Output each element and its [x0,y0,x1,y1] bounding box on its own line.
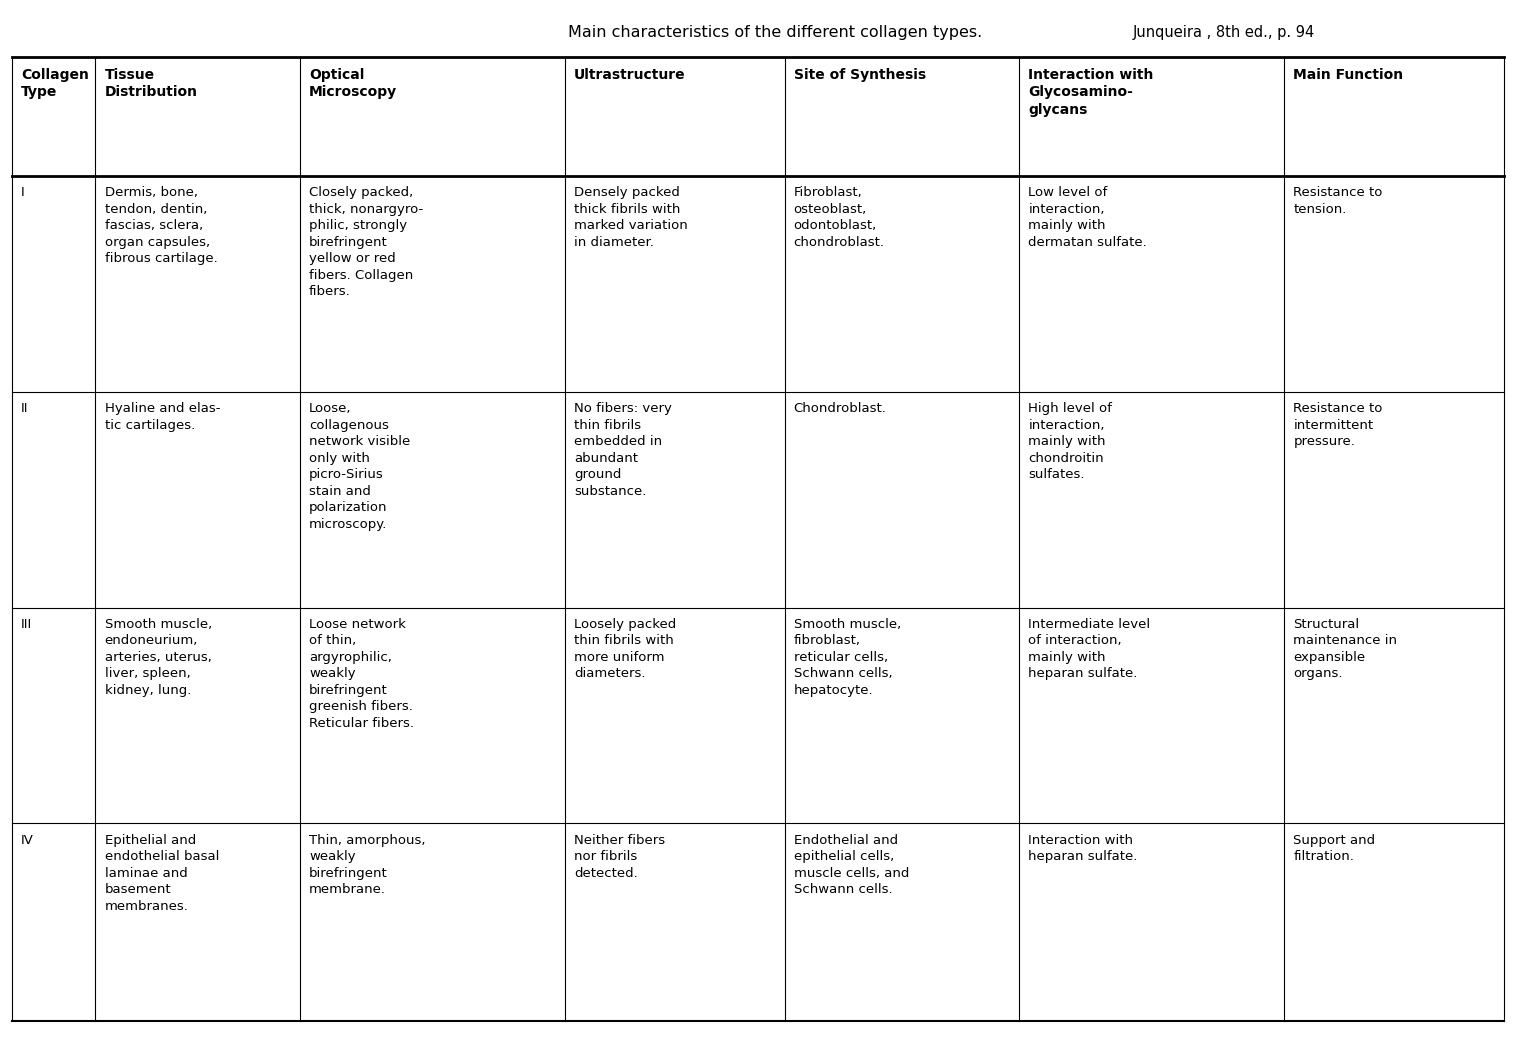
Text: Interaction with
heparan sulfate.: Interaction with heparan sulfate. [1028,834,1137,863]
Text: Chondroblast.: Chondroblast. [793,402,887,415]
Text: Structural
maintenance in
expansible
organs.: Structural maintenance in expansible org… [1293,618,1398,680]
Text: Site of Synthesis: Site of Synthesis [793,68,926,81]
Text: Intermediate level
of interaction,
mainly with
heparan sulfate.: Intermediate level of interaction, mainl… [1028,618,1151,680]
Text: Low level of
interaction,
mainly with
dermatan sulfate.: Low level of interaction, mainly with de… [1028,186,1148,249]
Text: Densely packed
thick fibrils with
marked variation
in diameter.: Densely packed thick fibrils with marked… [575,186,688,249]
Text: Junqueira , 8th ed., p. 94: Junqueira , 8th ed., p. 94 [1132,25,1314,40]
Text: Hyaline and elas-
tic cartilages.: Hyaline and elas- tic cartilages. [105,402,220,432]
Text: Main Function: Main Function [1293,68,1404,81]
Text: High level of
interaction,
mainly with
chondroitin
sulfates.: High level of interaction, mainly with c… [1028,402,1113,482]
Text: III: III [21,618,32,631]
Text: Smooth muscle,
endoneurium,
arteries, uterus,
liver, spleen,
kidney, lung.: Smooth muscle, endoneurium, arteries, ut… [105,618,212,697]
Text: Loosely packed
thin fibrils with
more uniform
diameters.: Loosely packed thin fibrils with more un… [575,618,676,680]
Text: Dermis, bone,
tendon, dentin,
fascias, sclera,
organ capsules,
fibrous cartilage: Dermis, bone, tendon, dentin, fascias, s… [105,186,217,265]
Text: Endothelial and
epithelial cells,
muscle cells, and
Schwann cells.: Endothelial and epithelial cells, muscle… [793,834,910,896]
Text: No fibers: very
thin fibrils
embedded in
abundant
ground
substance.: No fibers: very thin fibrils embedded in… [575,402,672,497]
Text: Epithelial and
endothelial basal
laminae and
basement
membranes.: Epithelial and endothelial basal laminae… [105,834,218,913]
Text: Fibroblast,
osteoblast,
odontoblast,
chondroblast.: Fibroblast, osteoblast, odontoblast, cho… [793,186,885,249]
Text: Smooth muscle,
fibroblast,
reticular cells,
Schwann cells,
hepatocyte.: Smooth muscle, fibroblast, reticular cel… [793,618,901,697]
Text: Loose,
collagenous
network visible
only with
picro-Sirius
stain and
polarization: Loose, collagenous network visible only … [309,402,411,530]
Text: Tissue
Distribution: Tissue Distribution [105,68,197,100]
Text: Loose network
of thin,
argyrophilic,
weakly
birefringent
greenish fibers.
Reticu: Loose network of thin, argyrophilic, wea… [309,618,414,730]
Text: Support and
filtration.: Support and filtration. [1293,834,1375,863]
Text: II: II [21,402,29,415]
Text: I: I [21,186,24,199]
Text: Thin, amorphous,
weakly
birefringent
membrane.: Thin, amorphous, weakly birefringent mem… [309,834,426,896]
Text: Closely packed,
thick, nonargyro-
philic, strongly
birefringent
yellow or red
fi: Closely packed, thick, nonargyro- philic… [309,186,423,298]
Text: IV: IV [21,834,33,847]
Text: Main characteristics of the different collagen types.: Main characteristics of the different co… [568,25,982,40]
Text: Ultrastructure: Ultrastructure [575,68,685,81]
Text: Resistance to
tension.: Resistance to tension. [1293,186,1383,215]
Text: Neither fibers
nor fibrils
detected.: Neither fibers nor fibrils detected. [575,834,666,880]
Text: Interaction with
Glycosamino-
glycans: Interaction with Glycosamino- glycans [1028,68,1154,118]
Text: Optical
Microscopy: Optical Microscopy [309,68,397,100]
Text: Collagen
Type: Collagen Type [21,68,89,100]
Text: Resistance to
intermittent
pressure.: Resistance to intermittent pressure. [1293,402,1383,448]
